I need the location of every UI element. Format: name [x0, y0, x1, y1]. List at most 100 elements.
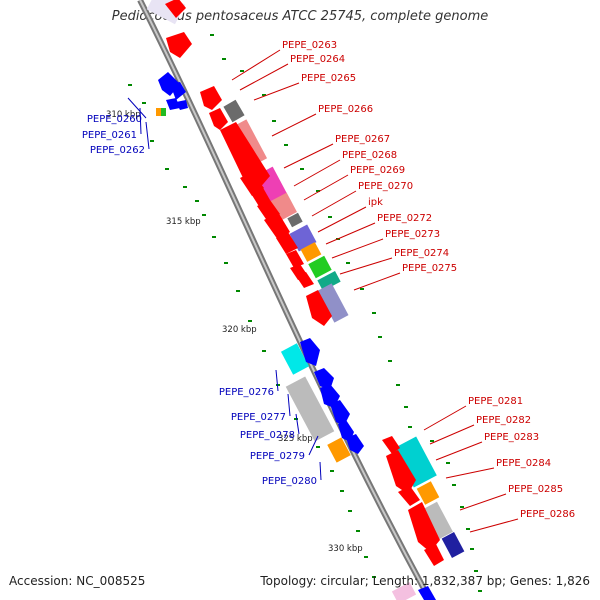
- leader-line: [319, 461, 322, 481]
- gc-dot: [210, 34, 214, 36]
- gc-dot: [262, 94, 266, 96]
- gene-label-pepe_0265[interactable]: PEPE_0265: [301, 73, 356, 84]
- leader-line: [127, 97, 147, 119]
- gene-label-pepe_0263[interactable]: PEPE_0263: [282, 40, 337, 51]
- gene-label-pepe_0264[interactable]: PEPE_0264: [290, 54, 345, 65]
- genome-title: Pediococcus pentosaceus ATCC 25745, comp…: [111, 9, 489, 24]
- gene-label-pepe_0268[interactable]: PEPE_0268: [342, 150, 397, 161]
- gc-dot: [474, 570, 478, 572]
- leader-line: [139, 107, 142, 135]
- leader-line: [308, 435, 319, 456]
- gc-dot: [224, 262, 228, 264]
- gc-dot: [378, 336, 382, 338]
- reverse-strand-genes: [158, 72, 436, 600]
- gc-dot: [348, 510, 352, 512]
- gene-label-pepe_0285[interactable]: PEPE_0285: [508, 484, 563, 495]
- gc-dot: [294, 418, 298, 420]
- position-ticks: 310 kbp 315 kbp 320 kbp 325 kbp 330 kbp: [106, 110, 363, 554]
- leader-line: [459, 493, 507, 511]
- leader-line: [287, 393, 291, 417]
- gc-dot: [346, 262, 350, 264]
- leader-line: [253, 82, 300, 101]
- gc-dot: [396, 384, 400, 386]
- gc-dot: [300, 168, 304, 170]
- gc-dot: [460, 506, 464, 508]
- gene-label-pepe_0261[interactable]: PEPE_0261: [82, 130, 137, 141]
- leader-line: [435, 441, 483, 461]
- gene-label-pepe_0286[interactable]: PEPE_0286: [520, 509, 575, 520]
- gc-dot: [466, 528, 470, 530]
- gene-label-pepe_0266[interactable]: PEPE_0266: [318, 104, 373, 115]
- gc-dot: [388, 360, 392, 362]
- gene-label-pepe_0284[interactable]: PEPE_0284: [496, 458, 551, 469]
- leader-line: [239, 63, 289, 91]
- leader-line: [325, 222, 376, 245]
- tick-label: 310 kbp: [106, 110, 141, 120]
- gene-label-pepe_0281[interactable]: PEPE_0281: [468, 396, 523, 407]
- gene-label-pepe_0280[interactable]: PEPE_0280: [262, 476, 317, 487]
- gene-label-pepe_0283[interactable]: PEPE_0283: [484, 432, 539, 443]
- gc-content-track: [128, 34, 482, 592]
- gene-labels: PEPE_0260 PEPE_0261 PEPE_0262 PEPE_0276 PEPE…: [82, 40, 575, 520]
- tick-label: 320 kbp: [222, 325, 257, 335]
- leader-line: [231, 49, 281, 81]
- gene-label-pepe_0276[interactable]: PEPE_0276: [219, 387, 274, 398]
- gene-label-pepe_0275[interactable]: PEPE_0275: [402, 263, 457, 274]
- leader-line: [429, 424, 475, 445]
- leader-line: [295, 413, 300, 435]
- gene-label-pepe_0269[interactable]: PEPE_0269: [350, 165, 405, 176]
- gene-label-pepe_0262[interactable]: PEPE_0262: [90, 145, 145, 156]
- tick-label: 330 kbp: [328, 544, 363, 554]
- gc-dot: [165, 168, 169, 170]
- gene-label-pepe_0274[interactable]: PEPE_0274: [394, 248, 449, 259]
- gc-dot: [430, 440, 434, 442]
- gene-label-pepe_0267[interactable]: PEPE_0267: [335, 134, 390, 145]
- leader-line: [275, 369, 279, 392]
- gene-label-ipk[interactable]: ipk: [368, 197, 383, 208]
- gc-dot: [212, 236, 216, 238]
- gc-dot: [340, 490, 344, 492]
- gc-dot: [408, 426, 412, 428]
- gene-label-pepe_0277[interactable]: PEPE_0277: [231, 412, 286, 423]
- gc-dot: [128, 84, 132, 86]
- leader-line: [303, 174, 349, 201]
- leader-line: [145, 121, 150, 150]
- leader-line: [311, 190, 357, 217]
- gc-dot: [470, 548, 474, 550]
- leader-line: [317, 206, 367, 233]
- gc-dot: [364, 556, 368, 558]
- leader-line: [283, 143, 334, 169]
- gc-dot: [356, 530, 360, 532]
- genome-summary: Topology: circular; Length: 1,832,387 bp…: [260, 574, 590, 588]
- gene-label-pepe_0272[interactable]: PEPE_0272: [377, 213, 432, 224]
- gene-label-pepe_0282[interactable]: PEPE_0282: [476, 415, 531, 426]
- gc-dot: [272, 120, 276, 122]
- gc-dot: [372, 312, 376, 314]
- leader-line: [423, 405, 467, 431]
- gc-dot: [150, 140, 154, 142]
- gc-dot: [195, 200, 199, 202]
- gc-dot: [316, 446, 320, 448]
- gene-label-pepe_0260[interactable]: PEPE_0260: [87, 114, 142, 125]
- gc-dot: [202, 214, 206, 216]
- gc-dot: [183, 186, 187, 188]
- forward-strand-genes: [165, 0, 444, 566]
- leader-line: [445, 467, 495, 479]
- leader-line: [271, 113, 317, 137]
- gc-dot: [222, 58, 226, 60]
- leader-line: [331, 238, 384, 259]
- leader-line: [293, 159, 341, 187]
- gc-dot: [236, 290, 240, 292]
- gene-label-pepe_0279[interactable]: PEPE_0279: [250, 451, 305, 462]
- leader-line: [339, 257, 393, 275]
- gc-dot: [316, 190, 320, 192]
- leader-line: [353, 272, 401, 291]
- gc-dot: [276, 384, 280, 386]
- gc-dot: [248, 320, 252, 322]
- gene-label-pepe_0270[interactable]: PEPE_0270: [358, 181, 413, 192]
- tick-label: 315 kbp: [166, 217, 201, 227]
- gene-label-pepe_0273[interactable]: PEPE_0273: [385, 229, 440, 240]
- gene-label-pepe_0278[interactable]: PEPE_0278: [240, 430, 295, 441]
- gc-dot: [330, 470, 334, 472]
